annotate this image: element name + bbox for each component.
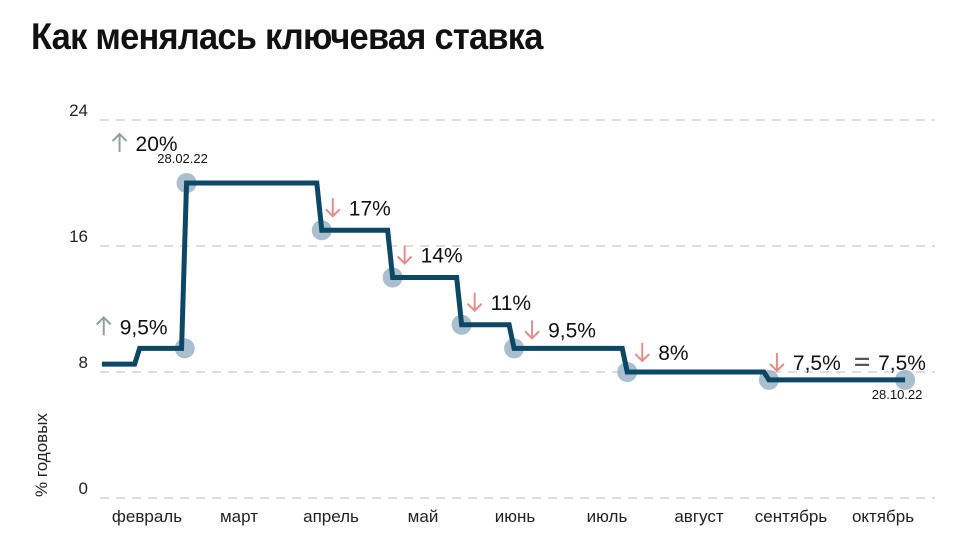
annotation-up: 9,5% <box>96 315 168 339</box>
annotation-same: 7,5% 28.10.22 <box>855 352 926 402</box>
y-axis-label: % годовых <box>32 413 51 497</box>
x-tick-label: август <box>674 507 723 526</box>
annotation-down: 14% <box>396 245 463 268</box>
annotation-down: 7,5% <box>769 352 841 375</box>
arrow-down-icon <box>524 320 540 340</box>
x-tick-label: май <box>408 507 439 526</box>
rate-label: 8% <box>658 342 688 365</box>
x-tick-label: февраль <box>112 507 182 526</box>
arrow-down-icon <box>396 245 413 265</box>
arrow-up-icon <box>111 132 128 152</box>
rate-label: 20% <box>136 133 178 156</box>
y-tick-label: 24 <box>69 101 88 120</box>
rate-date: 28.10.22 <box>872 387 923 402</box>
annotation-down: 17% <box>325 197 391 220</box>
rate-label: 7,5% <box>878 352 926 375</box>
annotation-down: 9,5% <box>524 319 596 342</box>
rate-date: 28.02.22 <box>157 151 208 166</box>
rate-label: 7,5% <box>793 352 841 375</box>
y-tick-label: 16 <box>69 227 88 246</box>
arrow-up-icon <box>96 315 112 336</box>
y-tick-label: 0 <box>79 479 88 498</box>
x-tick-label: июль <box>587 507 628 526</box>
rate-label: 17% <box>349 197 391 220</box>
x-tick-label: июнь <box>495 507 536 526</box>
arrow-down-icon <box>769 352 785 373</box>
key-rate-line <box>101 180 906 383</box>
y-tick-label: 8 <box>79 353 88 372</box>
annotation-up: 20%28.02.22 <box>111 132 208 166</box>
arrow-down-icon <box>466 292 483 313</box>
rate-label: 11% <box>491 292 531 315</box>
rate-label: 14% <box>421 245 463 268</box>
annotation-down: 11% <box>466 292 531 315</box>
x-tick-label: октябрь <box>852 507 914 526</box>
arrow-down-icon <box>634 343 650 363</box>
x-tick-label: апрель <box>303 507 359 526</box>
chart-title: Как менялась ключевая ставка <box>31 16 543 57</box>
arrow-down-icon <box>325 198 341 218</box>
x-tick-label: март <box>220 507 258 526</box>
x-tick-label: сентябрь <box>755 507 828 526</box>
annotation-down: 8% <box>634 342 689 365</box>
rate-label: 9,5% <box>120 316 168 339</box>
rate-label: 9,5% <box>548 319 596 342</box>
